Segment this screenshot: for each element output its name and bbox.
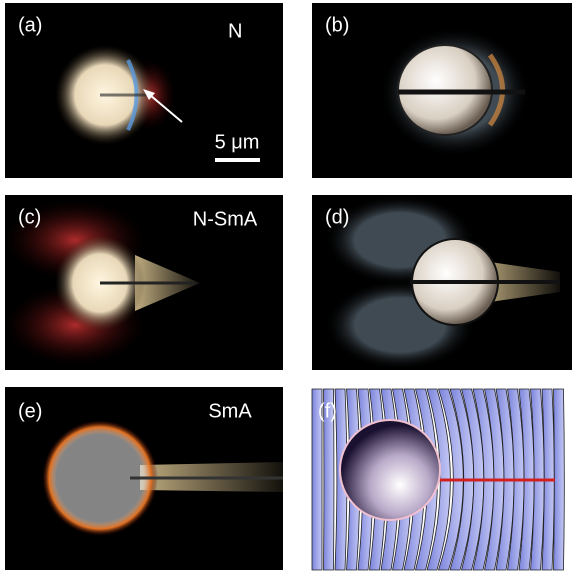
- smectic-layer: [554, 389, 565, 570]
- panel-label: (c): [18, 206, 41, 228]
- phase-label: SmA: [208, 400, 252, 422]
- figure: (a) N 5 μm (b) (c) N-SmA (d): [0, 0, 575, 574]
- panel-d: (d): [312, 195, 572, 370]
- panel-a: (a) N 5 μm: [5, 3, 283, 178]
- scale-bar-label: 5 μm: [215, 131, 260, 153]
- panel-c: (c) N-SmA: [5, 195, 283, 370]
- panel-f: (f): [305, 387, 575, 572]
- panel-e: (e) SmA: [5, 387, 283, 570]
- panel-label: (d): [325, 206, 349, 228]
- panel-label: (f): [318, 400, 337, 422]
- panel-label: (a): [18, 14, 42, 36]
- phase-label: N: [228, 20, 242, 42]
- phase-label: N-SmA: [193, 208, 258, 230]
- panel-b: (b): [312, 3, 572, 178]
- panel-label: (b): [325, 14, 349, 36]
- panel-label: (e): [18, 400, 42, 422]
